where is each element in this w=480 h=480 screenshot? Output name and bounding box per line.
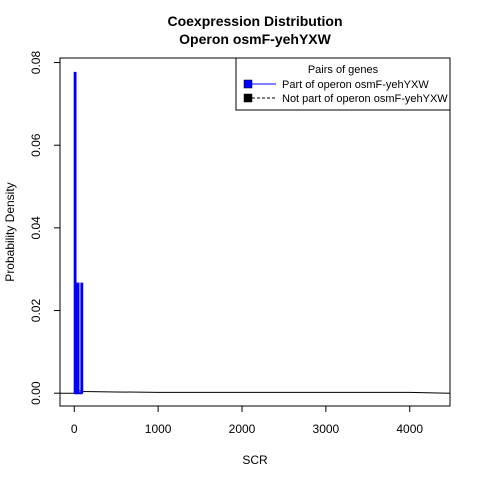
- series-layer: [60, 71, 451, 395]
- x-tick-label: 0: [71, 422, 78, 436]
- chart-title: Coexpression Distribution: [167, 13, 342, 29]
- legend-label-not-part: Not part of operon osmF-yehYXW: [282, 93, 448, 105]
- x-tick-label: 3000: [313, 422, 340, 436]
- chart-subtitle: Operon osmF-yehYXW: [179, 31, 331, 47]
- legend: Pairs of genes Part of operon osmF-yehYX…: [235, 57, 451, 111]
- x-axis: 0 1000 2000 3000 4000: [71, 406, 423, 436]
- y-axis-label: Probability Density: [3, 182, 17, 281]
- x-tick-label: 1000: [145, 422, 172, 436]
- series-line-not-part-of-operon: [60, 385, 451, 394]
- series-line-part-of-operon: [73, 71, 84, 395]
- legend-label-part: Part of operon osmF-yehYXW: [282, 79, 429, 91]
- y-tick-label: 0.08: [29, 51, 43, 75]
- x-tick-label: 2000: [229, 422, 256, 436]
- y-tick-label: 0.00: [29, 381, 43, 405]
- x-axis-label: SCR: [242, 453, 268, 467]
- x-tick-label: 4000: [396, 422, 423, 436]
- legend-swatch-not-part: [243, 93, 253, 103]
- y-tick-label: 0.06: [29, 133, 43, 157]
- y-tick-label: 0.02: [29, 299, 43, 323]
- legend-title: Pairs of genes: [308, 64, 379, 76]
- y-axis: 0.00 0.02 0.04 0.06 0.08: [29, 51, 60, 405]
- y-tick-label: 0.04: [29, 216, 43, 240]
- legend-swatch-part: [243, 79, 253, 89]
